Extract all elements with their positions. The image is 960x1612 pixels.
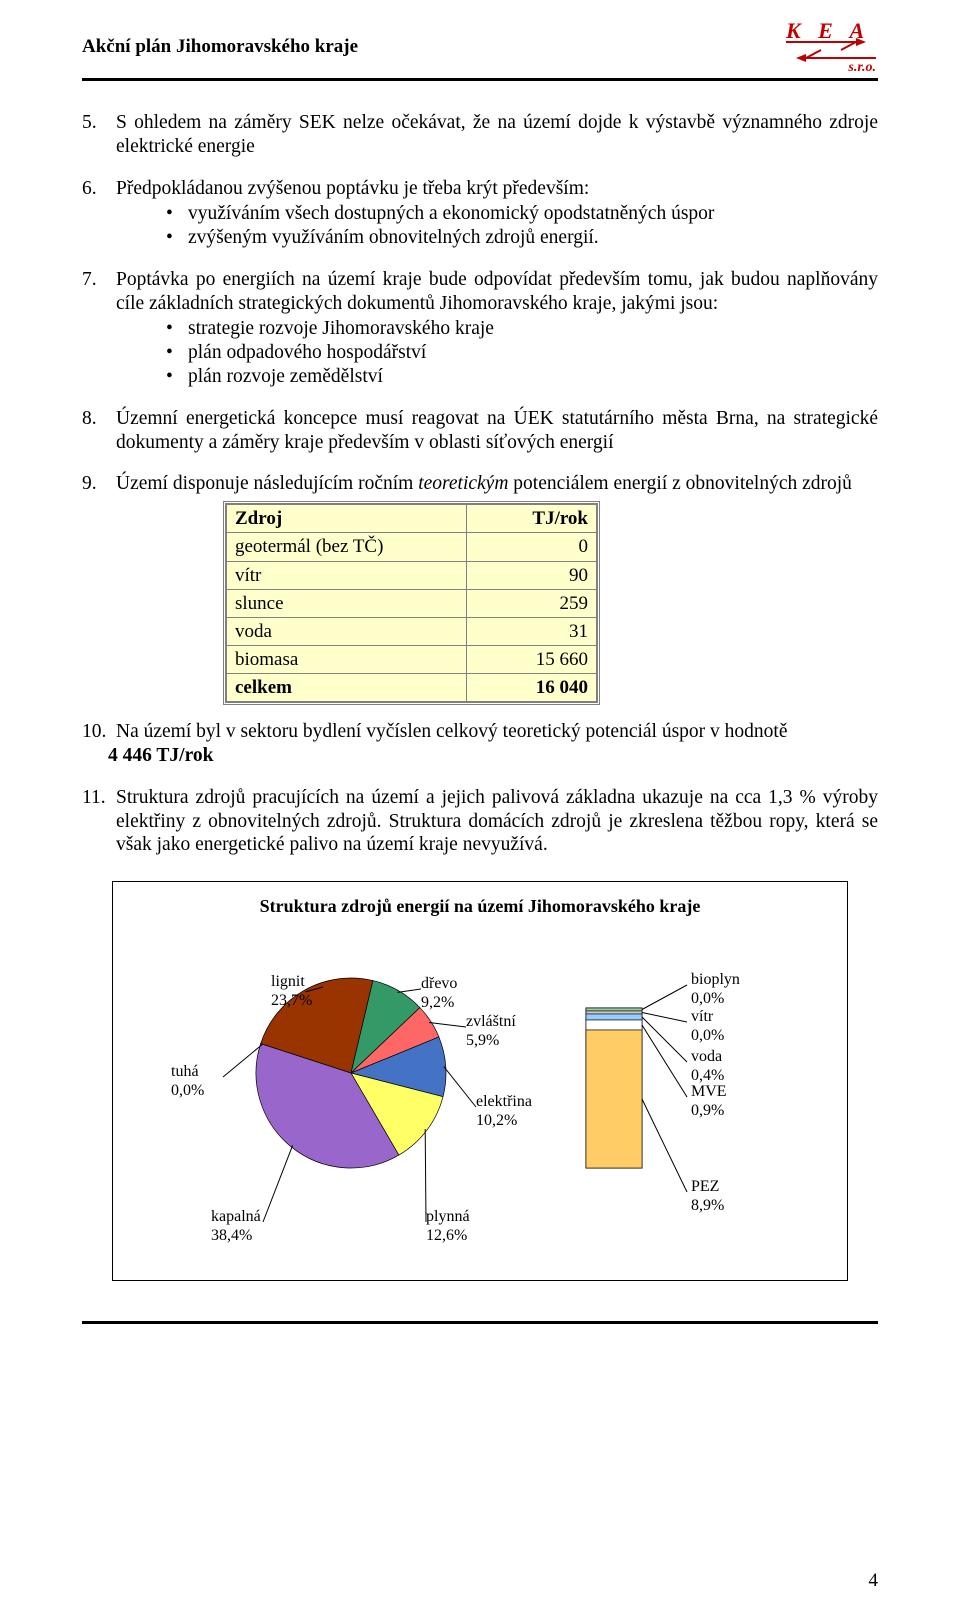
item7-bullet: plán rozvoje zemědělství bbox=[166, 365, 878, 389]
list-item-8: Územní energetická koncepce musí reagova… bbox=[82, 407, 878, 455]
list-item-5: S ohledem na záměry SEK nelze očekávat, … bbox=[82, 111, 878, 159]
logo-text-bottom: s.r.o. bbox=[848, 60, 876, 76]
item10-bold: 4 446 TJ/rok bbox=[108, 745, 213, 766]
item9-italic: teoretickým bbox=[418, 473, 508, 494]
table-cell: 259 bbox=[467, 589, 597, 617]
list-item-6: Předpokládanou zvýšenou poptávku je třeb… bbox=[82, 177, 878, 250]
table-header-tjrok: TJ/rok bbox=[467, 505, 597, 533]
list-item-7: Poptávka po energiích na území kraje bud… bbox=[82, 268, 878, 389]
table-cell: 90 bbox=[467, 561, 597, 589]
table-cell: 31 bbox=[467, 617, 597, 645]
list-item-10: Na území byl v sektoru bydlení vyčíslen … bbox=[82, 720, 878, 768]
list-item-11: Struktura zdrojů pracujících na území a … bbox=[82, 786, 878, 857]
page-number: 4 bbox=[869, 1570, 879, 1592]
chart-container: Struktura zdrojů energií na území Jihomo… bbox=[112, 881, 848, 1281]
table-cell: voda bbox=[227, 617, 467, 645]
table-cell-total: celkem bbox=[227, 674, 467, 702]
list-item-9: Území disponuje následujícím ročním teor… bbox=[82, 472, 878, 702]
logo: K E A s.r.o. bbox=[786, 18, 878, 76]
item9-pre: Území disponuje následujícím ročním bbox=[116, 473, 418, 494]
logo-arrows-icon bbox=[786, 38, 876, 62]
table-cell: vítr bbox=[227, 561, 467, 589]
item11-text: Struktura zdrojů pracujících na území a … bbox=[116, 787, 878, 856]
item9-post: potenciálem energií z obnovitelných zdro… bbox=[508, 473, 852, 494]
table-cell-total: 16 040 bbox=[467, 674, 597, 702]
table-header-zdroj: Zdroj bbox=[227, 505, 467, 533]
chart-title: Struktura zdrojů energií na území Jihomo… bbox=[131, 896, 829, 917]
header-rule bbox=[82, 78, 878, 81]
item8-text: Územní energetická koncepce musí reagova… bbox=[116, 408, 878, 453]
item7-lead: Poptávka po energiích na území kraje bud… bbox=[116, 269, 878, 314]
doc-header-title: Akční plán Jihomoravského kraje bbox=[82, 36, 358, 58]
item5-text: S ohledem na záměry SEK nelze očekávat, … bbox=[116, 112, 878, 157]
item6-bullet: zvýšeným využíváním obnovitelných zdrojů… bbox=[166, 226, 878, 250]
item6-bullet: využíváním všech dostupných a ekonomický… bbox=[166, 202, 878, 226]
table-cell: slunce bbox=[227, 589, 467, 617]
item7-bullet: strategie rozvoje Jihomoravského kraje bbox=[166, 317, 878, 341]
table-cell: biomasa bbox=[227, 646, 467, 674]
stack-label-pez: PEZ8,9% bbox=[691, 1178, 724, 1215]
leader-line bbox=[131, 953, 851, 1253]
item6-lead: Předpokládanou zvýšenou poptávku je třeb… bbox=[116, 178, 589, 199]
item10-pre: Na území byl v sektoru bydlení vyčíslen … bbox=[116, 721, 788, 742]
item7-bullet: plán odpadového hospodářství bbox=[166, 341, 878, 365]
numbered-list: S ohledem na záměry SEK nelze očekávat, … bbox=[82, 111, 878, 857]
table-cell: 15 660 bbox=[467, 646, 597, 674]
table-cell: geotermál (bez TČ) bbox=[227, 533, 467, 561]
chart-body: tuhá0,0%lignit23,7%dřevo9,2%zvláštní5,9%… bbox=[131, 953, 829, 1253]
potential-table: Zdroj TJ/rok geotermál (bez TČ)0 vítr90 … bbox=[226, 504, 597, 702]
table-cell: 0 bbox=[467, 533, 597, 561]
footer-rule bbox=[82, 1321, 878, 1324]
